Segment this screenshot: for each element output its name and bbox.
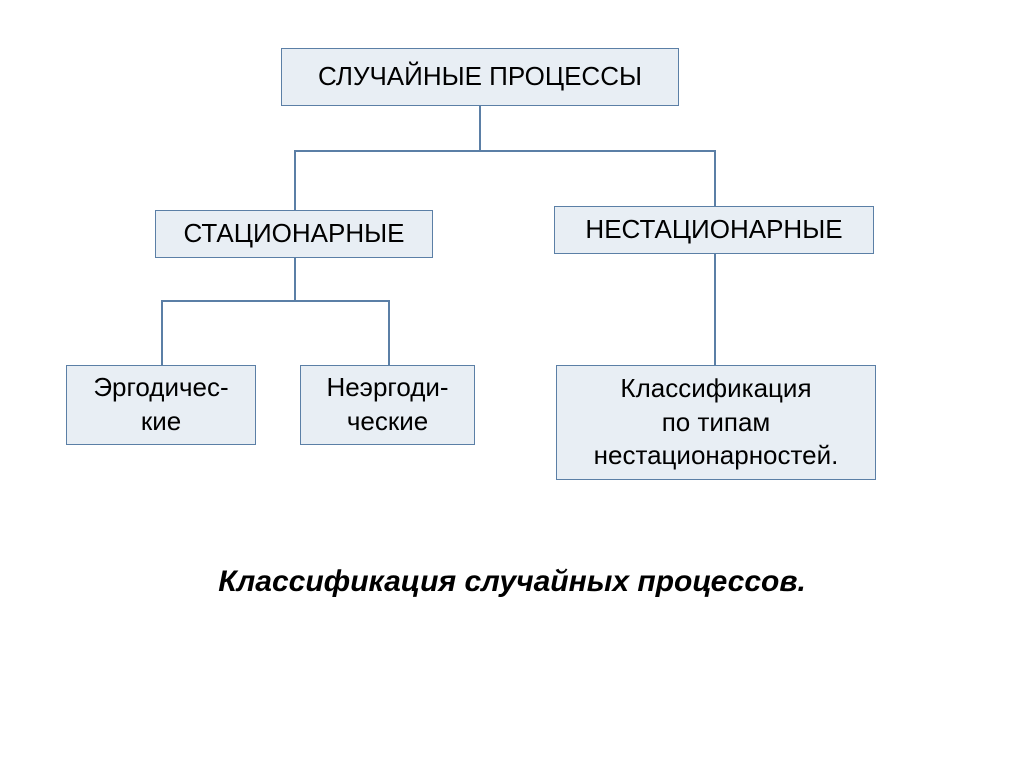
connector-line <box>294 150 714 152</box>
node-classification: Классификация по типам нестационарностей… <box>556 365 876 480</box>
connector-line <box>388 300 390 365</box>
node-root-label: СЛУЧАЙНЫЕ ПРОЦЕССЫ <box>318 60 642 94</box>
diagram-caption: Классификация случайных процессов. <box>0 565 1024 599</box>
connector-line <box>714 150 716 206</box>
connector-line <box>294 258 296 300</box>
node-root: СЛУЧАЙНЫЕ ПРОЦЕССЫ <box>281 48 679 106</box>
node-stationary: СТАЦИОНАРНЫЕ <box>155 210 433 258</box>
connector-line <box>714 254 716 365</box>
node-ergodic-label: Эргодичес- кие <box>93 371 228 439</box>
node-classification-label: Классификация по типам нестационарностей… <box>594 372 839 473</box>
node-nonergodic: Неэргоди- ческие <box>300 365 475 445</box>
connector-line <box>294 150 296 210</box>
connector-line <box>161 300 388 302</box>
node-nonergodic-label: Неэргоди- ческие <box>326 371 448 439</box>
node-ergodic: Эргодичес- кие <box>66 365 256 445</box>
caption-text: Классификация случайных процессов. <box>218 565 806 598</box>
node-nonstationary-label: НЕСТАЦИОНАРНЫЕ <box>585 213 842 247</box>
node-nonstationary: НЕСТАЦИОНАРНЫЕ <box>554 206 874 254</box>
node-stationary-label: СТАЦИОНАРНЫЕ <box>183 217 404 251</box>
connector-line <box>479 106 481 150</box>
connector-line <box>161 300 163 365</box>
